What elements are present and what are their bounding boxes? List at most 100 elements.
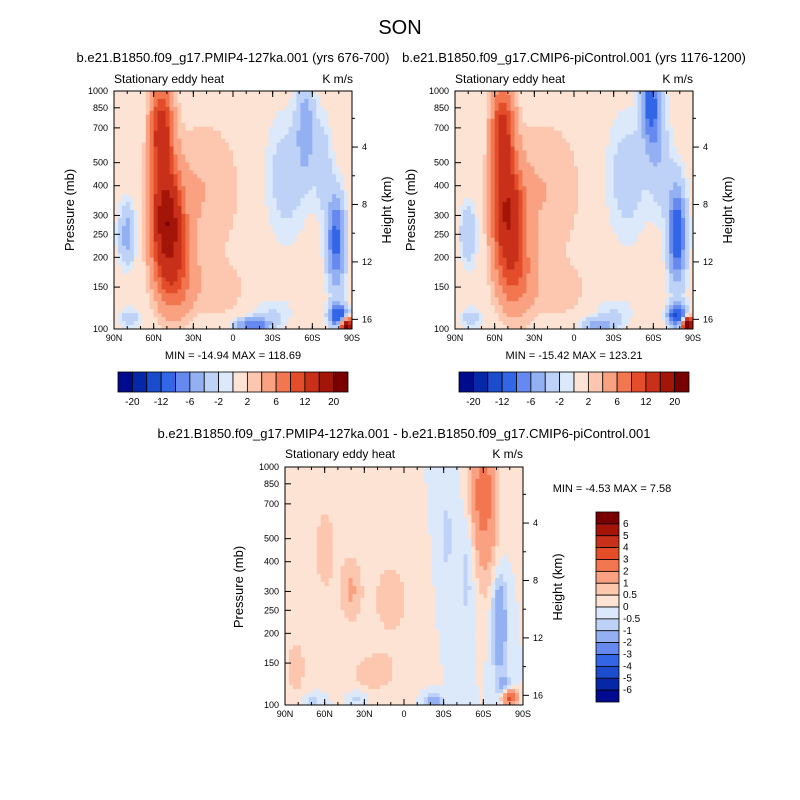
contour-cell [157,110,163,116]
contour-cell [288,94,294,100]
contour-cell [185,269,190,275]
contour-cell [328,94,333,100]
contour-cell [284,229,290,235]
contour-cell [304,217,309,223]
contour-cell [494,94,500,100]
contour-cell [296,213,302,219]
contour-cell [145,217,151,223]
contour-cell [288,297,294,302]
contour-cell [681,154,686,160]
contour-cell [149,198,155,203]
contour-cell [189,269,194,275]
contour-cell [300,162,305,167]
contour-cell [637,134,643,140]
contour-cell [225,194,230,199]
contour-cell [530,138,535,144]
contour-cell [332,225,337,231]
contour-cell [121,154,127,160]
contour-cell [264,206,270,211]
contour-cell [169,98,175,104]
contour-cell [522,110,527,116]
contour-cell [653,154,658,160]
contour-cell [284,281,290,286]
contour-cell [486,94,492,100]
contour-cell [455,154,460,160]
contour-cell [221,146,226,152]
contour-cell [296,253,302,259]
contour-cell [344,237,349,243]
contour-cell [141,170,147,175]
contour-cell [173,126,179,132]
contour-cell [506,158,512,163]
contour-cell [570,158,575,163]
contour-cell [280,114,286,120]
contour-cell [681,110,686,116]
contour-cell [177,241,183,247]
contour-cell [229,233,234,239]
contour-cell [252,186,258,191]
colorbar-label: 2 [245,397,251,408]
contour-cell [236,245,242,251]
contour-cell [316,98,321,104]
contour-cell [125,94,131,100]
contour-cell [205,174,210,179]
contour-cell [502,154,508,160]
contour-cell [526,134,531,140]
contour-cell [641,162,646,167]
contour-cell [213,118,218,124]
contour-cell [260,126,266,132]
contour-cell [181,98,186,104]
contour-cell [336,313,341,318]
contour-cell [300,106,305,112]
contour-cell [312,178,317,183]
contour-cell [284,138,290,144]
contour-cell [566,114,571,120]
contour-cell [292,261,298,267]
contour-cell [189,213,194,219]
contour-cell [284,321,290,326]
contour-cell [121,106,127,112]
contour-cell [201,162,206,167]
contour-cell [292,118,298,124]
contour-cell [264,130,270,136]
contour-cell [280,186,286,191]
contour-cell [169,245,175,251]
contour-cell [304,122,309,128]
contour-cell [236,158,242,163]
contour-cell [141,138,147,144]
contour-cell [292,325,298,329]
contour-cell [653,106,658,112]
contour-cell [213,158,218,163]
contour-cell [252,142,258,148]
contour-cell [149,126,155,132]
contour-cell [189,130,194,136]
contour-cell [272,281,278,286]
y-tick-label: 500 [93,158,108,168]
contour-cell [328,305,333,310]
contour-cell [165,237,171,243]
contour-cell [260,122,266,128]
contour-cell [248,94,254,100]
contour-cell [304,198,309,203]
contour-cell [121,194,127,199]
contour-cell [316,206,321,211]
contour-cell [189,94,194,100]
contour-cell [268,206,274,211]
contour-cell [336,241,341,247]
contour-cell [288,170,294,175]
contour-cell [201,106,206,112]
contour-cell [256,269,262,275]
contour-cell [173,150,179,156]
contour-cell [129,225,135,231]
contour-cell [348,198,352,203]
contour-cell [288,265,294,271]
contour-cell [252,126,258,132]
contour-cell [348,297,352,302]
contour-cell [252,269,258,275]
contour-cell [153,146,159,152]
contour-cell [177,293,183,298]
contour-cell [121,273,127,279]
contour-cell [181,221,186,227]
contour-cell [185,301,190,306]
contour-cell [284,110,290,116]
